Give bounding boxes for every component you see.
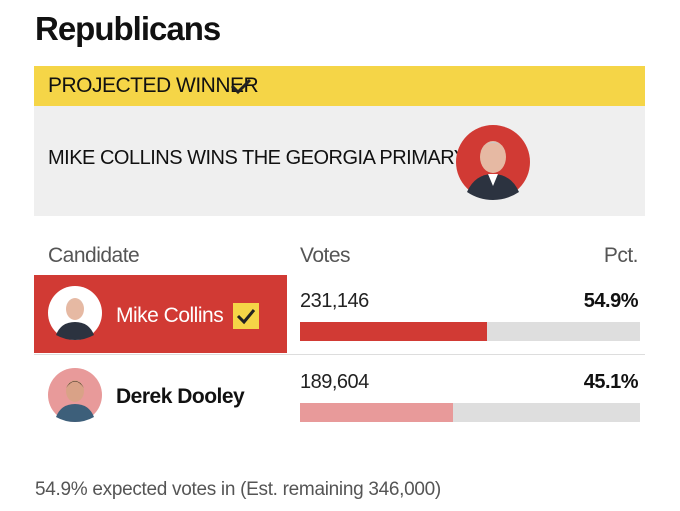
winner-photo — [456, 125, 530, 200]
column-header: Candidate — [48, 244, 140, 267]
candidate-photo — [48, 286, 102, 340]
vote-bar — [300, 322, 487, 341]
winner-check — [233, 303, 259, 329]
candidate-photo — [48, 368, 102, 422]
winner-banner: PROJECTED WINNER — [34, 66, 645, 106]
column-header: Votes — [300, 244, 351, 267]
candidate-name: Derek Dooley — [116, 385, 245, 408]
vote-bar — [300, 403, 454, 422]
column-header: Pct. — [603, 244, 639, 267]
candidate-name: Mike Collins — [116, 304, 224, 327]
vote-count: 231,146 — [300, 290, 369, 312]
footer-note: 54.9% expected votes in (Est. remaining … — [35, 479, 441, 500]
check-icon — [230, 78, 252, 95]
winner-box: MIKE COLLINS WINS THE GEORGIA PRIMARY — [34, 106, 645, 216]
headline: MIKE COLLINS WINS THE GEORGIA PRIMARY — [48, 147, 467, 169]
section-title: Republicans — [35, 10, 221, 47]
bar-track — [300, 322, 640, 341]
banner-label: PROJECTED WINNER — [48, 74, 259, 97]
vote-percent: 54.9% — [583, 290, 639, 312]
vote-count: 189,604 — [300, 371, 369, 393]
row-divider — [34, 354, 645, 355]
bar-track — [300, 403, 640, 422]
vote-percent: 45.1% — [583, 371, 639, 393]
